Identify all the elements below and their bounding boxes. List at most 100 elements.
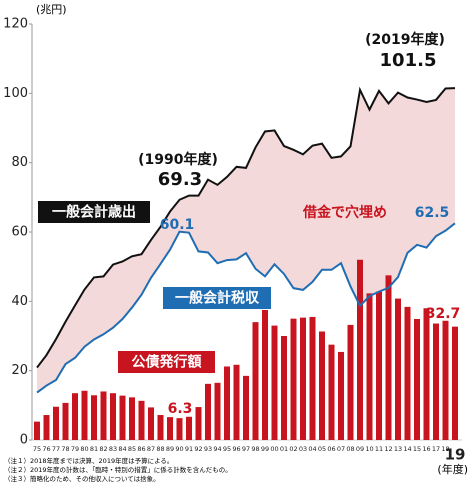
bar [205, 383, 211, 440]
bar [167, 417, 173, 440]
y-tick-label: 120 [3, 17, 28, 32]
note: （注１）2018年度までは決算、2019年度は予算による。 [4, 456, 173, 465]
value-label: 62.5 [415, 205, 450, 221]
x-tick-label: 10 [365, 445, 373, 453]
x-tick-label: 06 [327, 445, 335, 453]
value-label: 6.3 [168, 401, 193, 417]
y-axis-label: (兆円) [36, 3, 67, 16]
y-tick-label: 60 [11, 225, 28, 240]
y-tick-label: 40 [11, 294, 28, 309]
x-tick-label: 83 [109, 445, 117, 453]
bar [224, 366, 230, 440]
bar [376, 291, 382, 440]
x-tick-label: 05 [318, 445, 326, 453]
bar [119, 395, 126, 440]
x-tick-label: 89 [166, 445, 174, 453]
line [36, 86, 456, 369]
note: （注２）2019年度の計数は、「臨時・特別の措置」に係る計数を含んだもの。 [4, 465, 232, 474]
bar [195, 407, 202, 440]
x-axis-label: (年度) [437, 462, 468, 476]
x-tick-label: 92 [194, 445, 202, 453]
bar [243, 375, 249, 440]
value-label: 32.7 [426, 306, 461, 322]
y-tick-label: 80 [11, 155, 28, 170]
y-tick-label: 100 [3, 86, 28, 101]
bar [338, 351, 344, 440]
x-tick-label: 09 [356, 445, 364, 453]
bar [34, 421, 40, 440]
line [36, 222, 456, 394]
legend-box [163, 287, 271, 309]
bar [72, 393, 78, 440]
x-tick-label: 98 [251, 445, 259, 453]
x-tick-label: 15 [413, 445, 421, 453]
bar [271, 325, 278, 440]
bar [328, 344, 335, 440]
bar [433, 323, 439, 440]
bar [404, 306, 411, 440]
annotation: 借金で穴埋め [302, 204, 387, 221]
x-tick-label: 79 [71, 445, 79, 453]
annotation: (2019年度) [365, 31, 445, 48]
value-label: 69.3 [158, 169, 202, 190]
x-tick-label: 95 [223, 445, 231, 453]
bar [100, 391, 107, 440]
bar [290, 318, 297, 440]
x-tick-label: 16 [422, 445, 430, 453]
x-tick-label: 07 [337, 445, 345, 453]
x-tick-label: 78 [61, 445, 69, 453]
x-tick-label: 88 [156, 445, 164, 453]
x-tick-label: 93 [204, 445, 212, 453]
x-tick-label: 17 [432, 445, 440, 453]
x-tick-label: 85 [128, 445, 136, 453]
legend-box [118, 351, 215, 373]
x-tick-label: 81 [90, 445, 98, 453]
bar [347, 324, 354, 440]
bar [53, 406, 59, 440]
x-tick-label: 75 [33, 445, 41, 453]
legend-label: 一般会計歳出 [52, 204, 136, 221]
x-tick-label: 87 [147, 445, 155, 453]
x-tick-label: 02 [289, 445, 297, 453]
bar [300, 317, 306, 440]
value-label: 60.1 [160, 217, 195, 233]
bar [309, 316, 316, 440]
x-tick-label: 84 [118, 445, 126, 453]
bar [138, 400, 145, 440]
x-tick-label: 00 [270, 445, 278, 453]
x-tick-label: 76 [42, 445, 50, 453]
bar [319, 331, 325, 440]
bar [423, 308, 430, 440]
x-tick-label: 96 [232, 445, 240, 453]
bar [395, 298, 401, 440]
bar [157, 415, 164, 440]
bar [281, 336, 287, 440]
x-tick-label: 86 [137, 445, 145, 453]
bar [62, 402, 69, 440]
x-tick-label: 94 [213, 445, 221, 453]
bar [91, 395, 97, 440]
bar [357, 259, 363, 440]
note: （注３）簡略化のため、その他収入については捨象。 [4, 474, 160, 482]
x-tick-label: 90 [175, 445, 183, 453]
bar [214, 382, 221, 440]
x-tick-label: 03 [299, 445, 307, 453]
bar [414, 319, 420, 440]
annotation: (1990年度) [138, 151, 218, 168]
x-tick-label: 04 [308, 445, 316, 453]
bar [233, 364, 240, 440]
bar [442, 320, 449, 440]
x-tick-label: 77 [52, 445, 60, 453]
x-tick-label: 82 [99, 445, 107, 453]
bar [81, 390, 88, 440]
x-tick-label: 91 [185, 445, 193, 453]
bar [148, 407, 154, 440]
bar [262, 310, 268, 440]
bar [385, 275, 392, 440]
x-tick-label: 01 [280, 445, 288, 453]
x-tick-label: 13 [394, 445, 402, 453]
bar [43, 415, 50, 440]
bar [129, 397, 135, 440]
legend-box [38, 201, 150, 223]
